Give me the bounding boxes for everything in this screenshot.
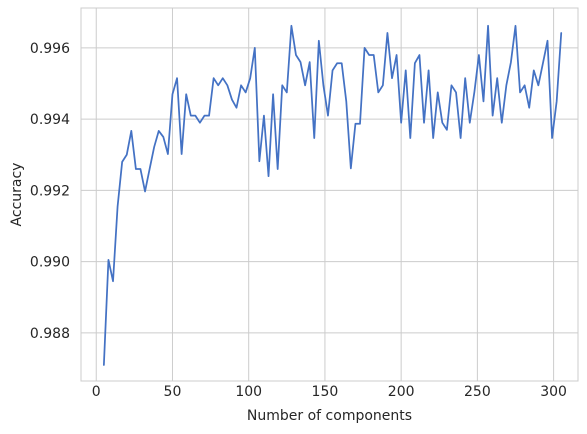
grid-lines (81, 8, 578, 381)
y-tick-label: 0.996 (30, 41, 70, 57)
y-tick-label: 0.988 (30, 326, 70, 342)
y-tick-labels: 0.988 0.990 0.992 0.994 0.996 (30, 41, 70, 342)
x-tick-label: 150 (312, 384, 339, 400)
x-tick-label: 300 (540, 384, 567, 400)
x-tick-label: 0 (92, 384, 101, 400)
x-tick-labels: 0 50 100 150 200 250 300 (92, 384, 567, 400)
x-tick-label: 250 (464, 384, 491, 400)
x-axis-label: Number of components (247, 408, 412, 424)
y-tick-label: 0.992 (30, 183, 70, 199)
plot-area-frame (80, 7, 579, 382)
y-tick-label: 0.994 (30, 112, 70, 128)
accuracy-series-line (102, 24, 563, 366)
x-tick-label: 100 (235, 384, 262, 400)
y-axis-label: Accuracy (9, 163, 25, 227)
x-tick-label: 200 (388, 384, 415, 400)
x-tick-label: 50 (164, 384, 182, 400)
y-tick-label: 0.990 (30, 255, 70, 271)
